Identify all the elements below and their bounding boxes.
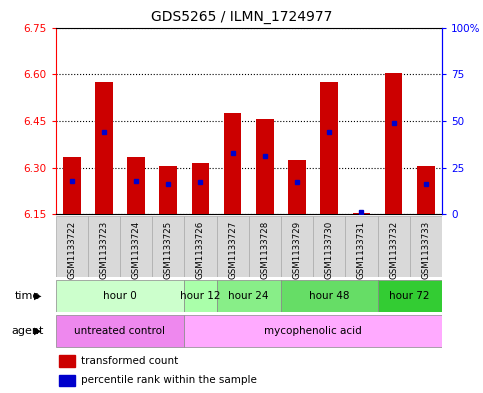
Text: hour 24: hour 24: [228, 291, 269, 301]
Bar: [152, 216, 185, 277]
Bar: [185, 280, 216, 312]
Text: mycophenolic acid: mycophenolic acid: [264, 326, 362, 336]
Bar: [120, 216, 152, 277]
Bar: [56, 216, 88, 277]
Bar: [378, 280, 442, 312]
Bar: [216, 216, 249, 277]
Bar: [410, 216, 442, 277]
Text: agent: agent: [11, 326, 43, 336]
Bar: [345, 216, 378, 277]
Text: GSM1133727: GSM1133727: [228, 221, 237, 279]
Bar: [288, 160, 306, 214]
Bar: [216, 280, 281, 312]
Bar: [88, 216, 120, 277]
Bar: [63, 157, 81, 214]
Text: GSM1133729: GSM1133729: [293, 221, 301, 279]
Text: GDS5265 / ILMN_1724977: GDS5265 / ILMN_1724977: [151, 10, 332, 24]
Text: GSM1133732: GSM1133732: [389, 221, 398, 279]
Text: GSM1133722: GSM1133722: [67, 221, 76, 279]
Bar: [320, 82, 338, 214]
Text: transformed count: transformed count: [81, 356, 178, 366]
Text: ▶: ▶: [34, 326, 42, 336]
Bar: [185, 216, 216, 277]
Bar: [192, 163, 209, 214]
Bar: [378, 216, 410, 277]
Bar: [56, 315, 185, 347]
Bar: [159, 166, 177, 214]
Text: hour 72: hour 72: [389, 291, 430, 301]
Bar: [224, 113, 242, 214]
Text: GSM1133726: GSM1133726: [196, 221, 205, 279]
Text: time: time: [14, 291, 40, 301]
Text: ▶: ▶: [34, 291, 42, 301]
Text: untreated control: untreated control: [74, 326, 166, 336]
Text: GSM1133733: GSM1133733: [421, 221, 430, 279]
Bar: [353, 213, 370, 214]
Text: GSM1133728: GSM1133728: [260, 221, 270, 279]
Bar: [281, 216, 313, 277]
Bar: [313, 216, 345, 277]
Bar: [59, 355, 75, 367]
Text: hour 12: hour 12: [180, 291, 221, 301]
Bar: [385, 73, 402, 214]
Text: GSM1133730: GSM1133730: [325, 221, 334, 279]
Text: percentile rank within the sample: percentile rank within the sample: [81, 375, 256, 386]
Text: GSM1133725: GSM1133725: [164, 221, 173, 279]
Text: GSM1133723: GSM1133723: [99, 221, 108, 279]
Bar: [417, 166, 435, 214]
Bar: [59, 375, 75, 386]
Bar: [249, 216, 281, 277]
Text: hour 0: hour 0: [103, 291, 137, 301]
Bar: [127, 157, 145, 214]
Text: hour 48: hour 48: [309, 291, 350, 301]
Bar: [56, 280, 185, 312]
Bar: [281, 280, 378, 312]
Bar: [256, 119, 274, 214]
Text: GSM1133724: GSM1133724: [131, 221, 141, 279]
Text: GSM1133731: GSM1133731: [357, 221, 366, 279]
Bar: [185, 315, 442, 347]
Bar: [95, 82, 113, 214]
